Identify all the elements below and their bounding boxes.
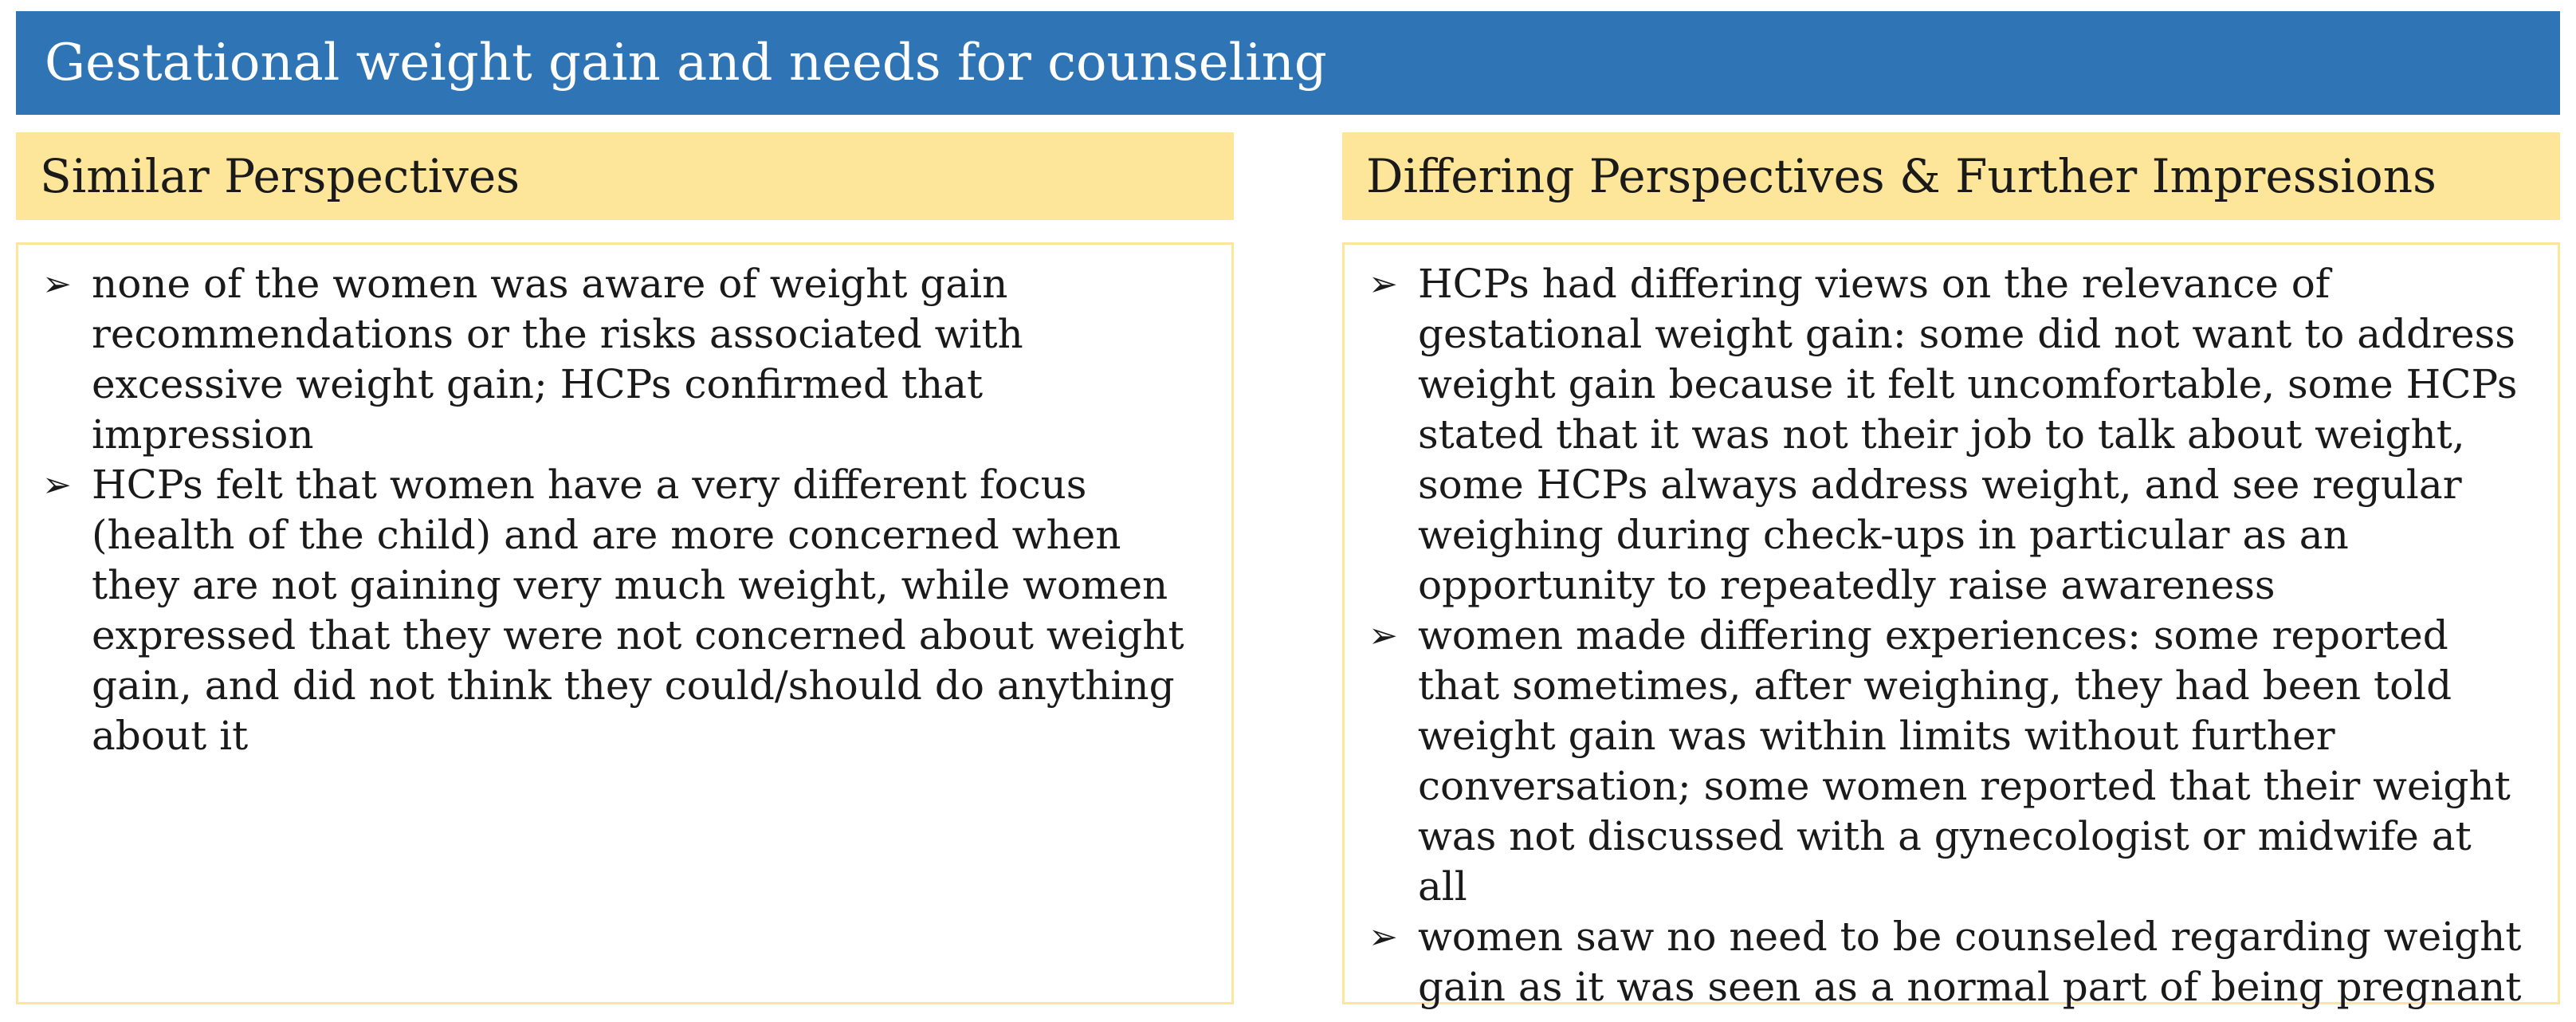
list-item: ➢ none of the women was aware of weight …	[42, 259, 1200, 460]
arrow-bullet-icon: ➢	[1368, 264, 1398, 305]
diagram-title: Gestational weight gain and needs for co…	[45, 33, 1327, 92]
list-item: ➢ HCPs felt that women have a very diffe…	[42, 460, 1200, 761]
differing-perspectives-header-text: Differing Perspectives & Further Impress…	[1366, 149, 2437, 203]
list-item: ➢ women made differing experiences: some…	[1368, 611, 2526, 912]
differing-perspectives-header: Differing Perspectives & Further Impress…	[1342, 132, 2560, 220]
list-item: ➢ women saw no need to be counseled rega…	[1368, 912, 2526, 1012]
differing-perspectives-box: ➢ HCPs had differing views on the releva…	[1342, 242, 2560, 1010]
bullet-text: HCPs had differing views on the relevanc…	[1418, 261, 2518, 608]
bullet-text: women made differing experiences: some r…	[1418, 612, 2511, 910]
similar-perspectives-box: ➢ none of the women was aware of weight …	[16, 242, 1234, 1004]
similar-perspectives-header: Similar Perspectives	[16, 132, 1234, 220]
similar-perspectives-list: ➢ none of the women was aware of weight …	[42, 259, 1200, 761]
bullet-text: none of the women was aware of weight ga…	[92, 261, 1023, 458]
title-bar: Gestational weight gain and needs for co…	[16, 11, 2560, 115]
bullet-text: HCPs felt that women have a very differe…	[92, 462, 1184, 759]
arrow-bullet-icon: ➢	[42, 465, 72, 505]
list-item: ➢ HCPs had differing views on the releva…	[1368, 259, 2526, 611]
bullet-text: women saw no need to be counseled regard…	[1418, 914, 2522, 1010]
arrow-bullet-icon: ➢	[1368, 917, 1398, 957]
arrow-bullet-icon: ➢	[42, 264, 72, 305]
similar-perspectives-header-text: Similar Perspectives	[40, 149, 520, 203]
differing-perspectives-list: ➢ HCPs had differing views on the releva…	[1368, 259, 2526, 1012]
arrow-bullet-icon: ➢	[1368, 615, 1398, 656]
